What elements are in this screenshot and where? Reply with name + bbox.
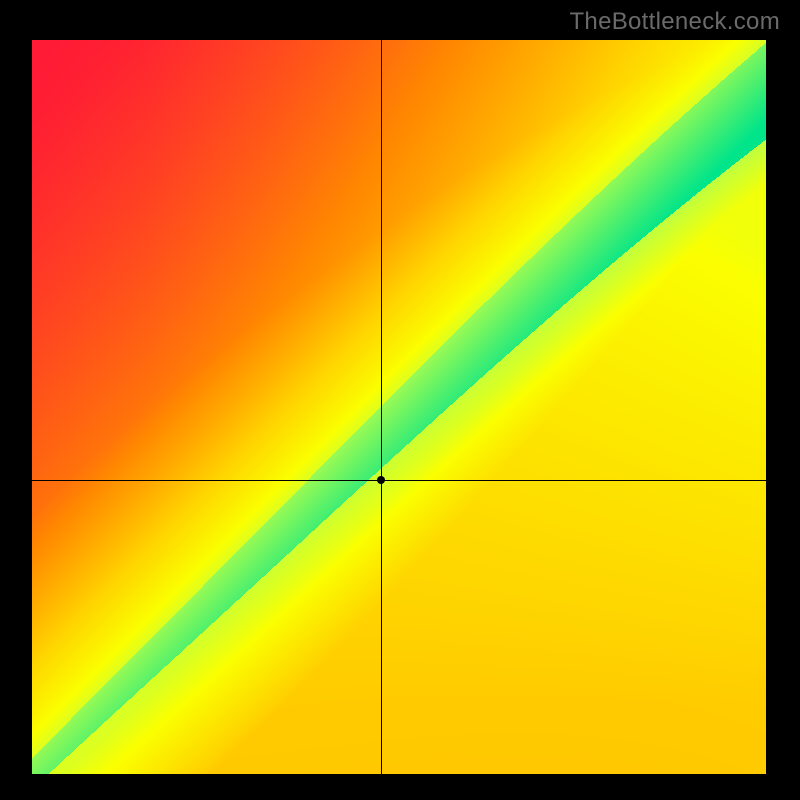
crosshair-vertical [381, 40, 382, 774]
attribution-text: TheBottleneck.com [569, 8, 780, 36]
heatmap-canvas [32, 40, 766, 774]
point-marker [377, 476, 385, 484]
plot-area [32, 40, 766, 774]
crosshair-horizontal [32, 480, 766, 481]
